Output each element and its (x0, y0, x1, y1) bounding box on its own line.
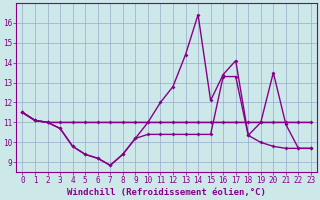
X-axis label: Windchill (Refroidissement éolien,°C): Windchill (Refroidissement éolien,°C) (67, 188, 266, 197)
